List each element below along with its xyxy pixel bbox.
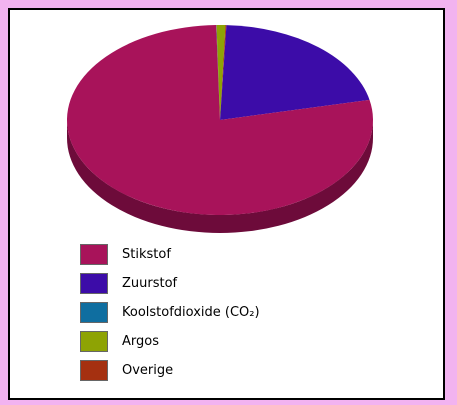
pie-slice-koolstofdioxide-co xyxy=(216,25,220,120)
legend-swatch xyxy=(80,331,108,352)
legend-label: Stikstof xyxy=(122,247,171,262)
pie-chart xyxy=(67,24,373,233)
legend-swatch xyxy=(80,302,108,323)
pie-slice-stikstof xyxy=(67,25,373,216)
pie-side-stikstof xyxy=(67,120,373,233)
legend-swatch xyxy=(80,273,108,294)
legend-label: Overige xyxy=(122,363,174,378)
pie-slice-overige xyxy=(220,25,227,120)
legend-swatch xyxy=(80,360,108,381)
legend-swatch xyxy=(80,244,108,265)
legend-label: Koolstofdioxide (CO₂) xyxy=(122,305,260,320)
legend-label: Argos xyxy=(122,334,159,349)
chart-panel: Stikstof Zuurstof Koolstofdioxide (CO₂) … xyxy=(8,8,445,400)
legend-label: Zuurstof xyxy=(122,276,178,291)
pie-slice-argos xyxy=(216,24,226,120)
pie-slice-zuurstof xyxy=(220,25,370,120)
